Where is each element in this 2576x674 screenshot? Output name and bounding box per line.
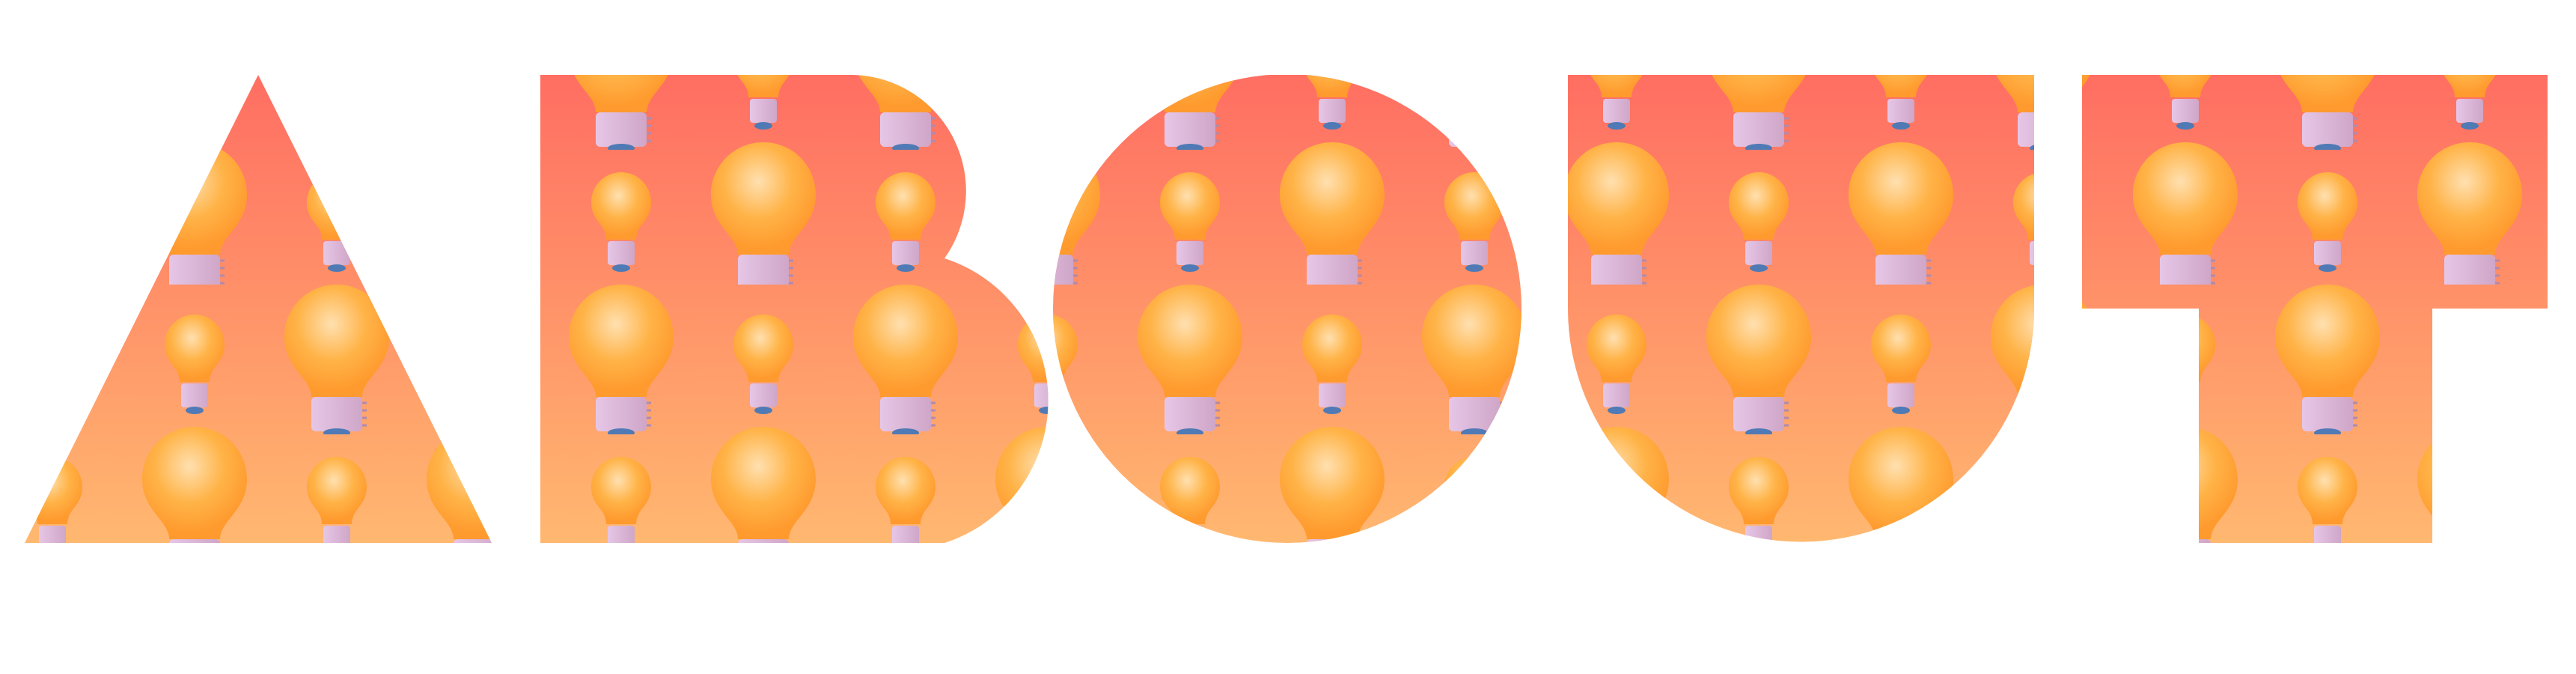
headline-letter-shapes	[25, 75, 2548, 543]
lightbulb-pattern	[25, 75, 2548, 543]
